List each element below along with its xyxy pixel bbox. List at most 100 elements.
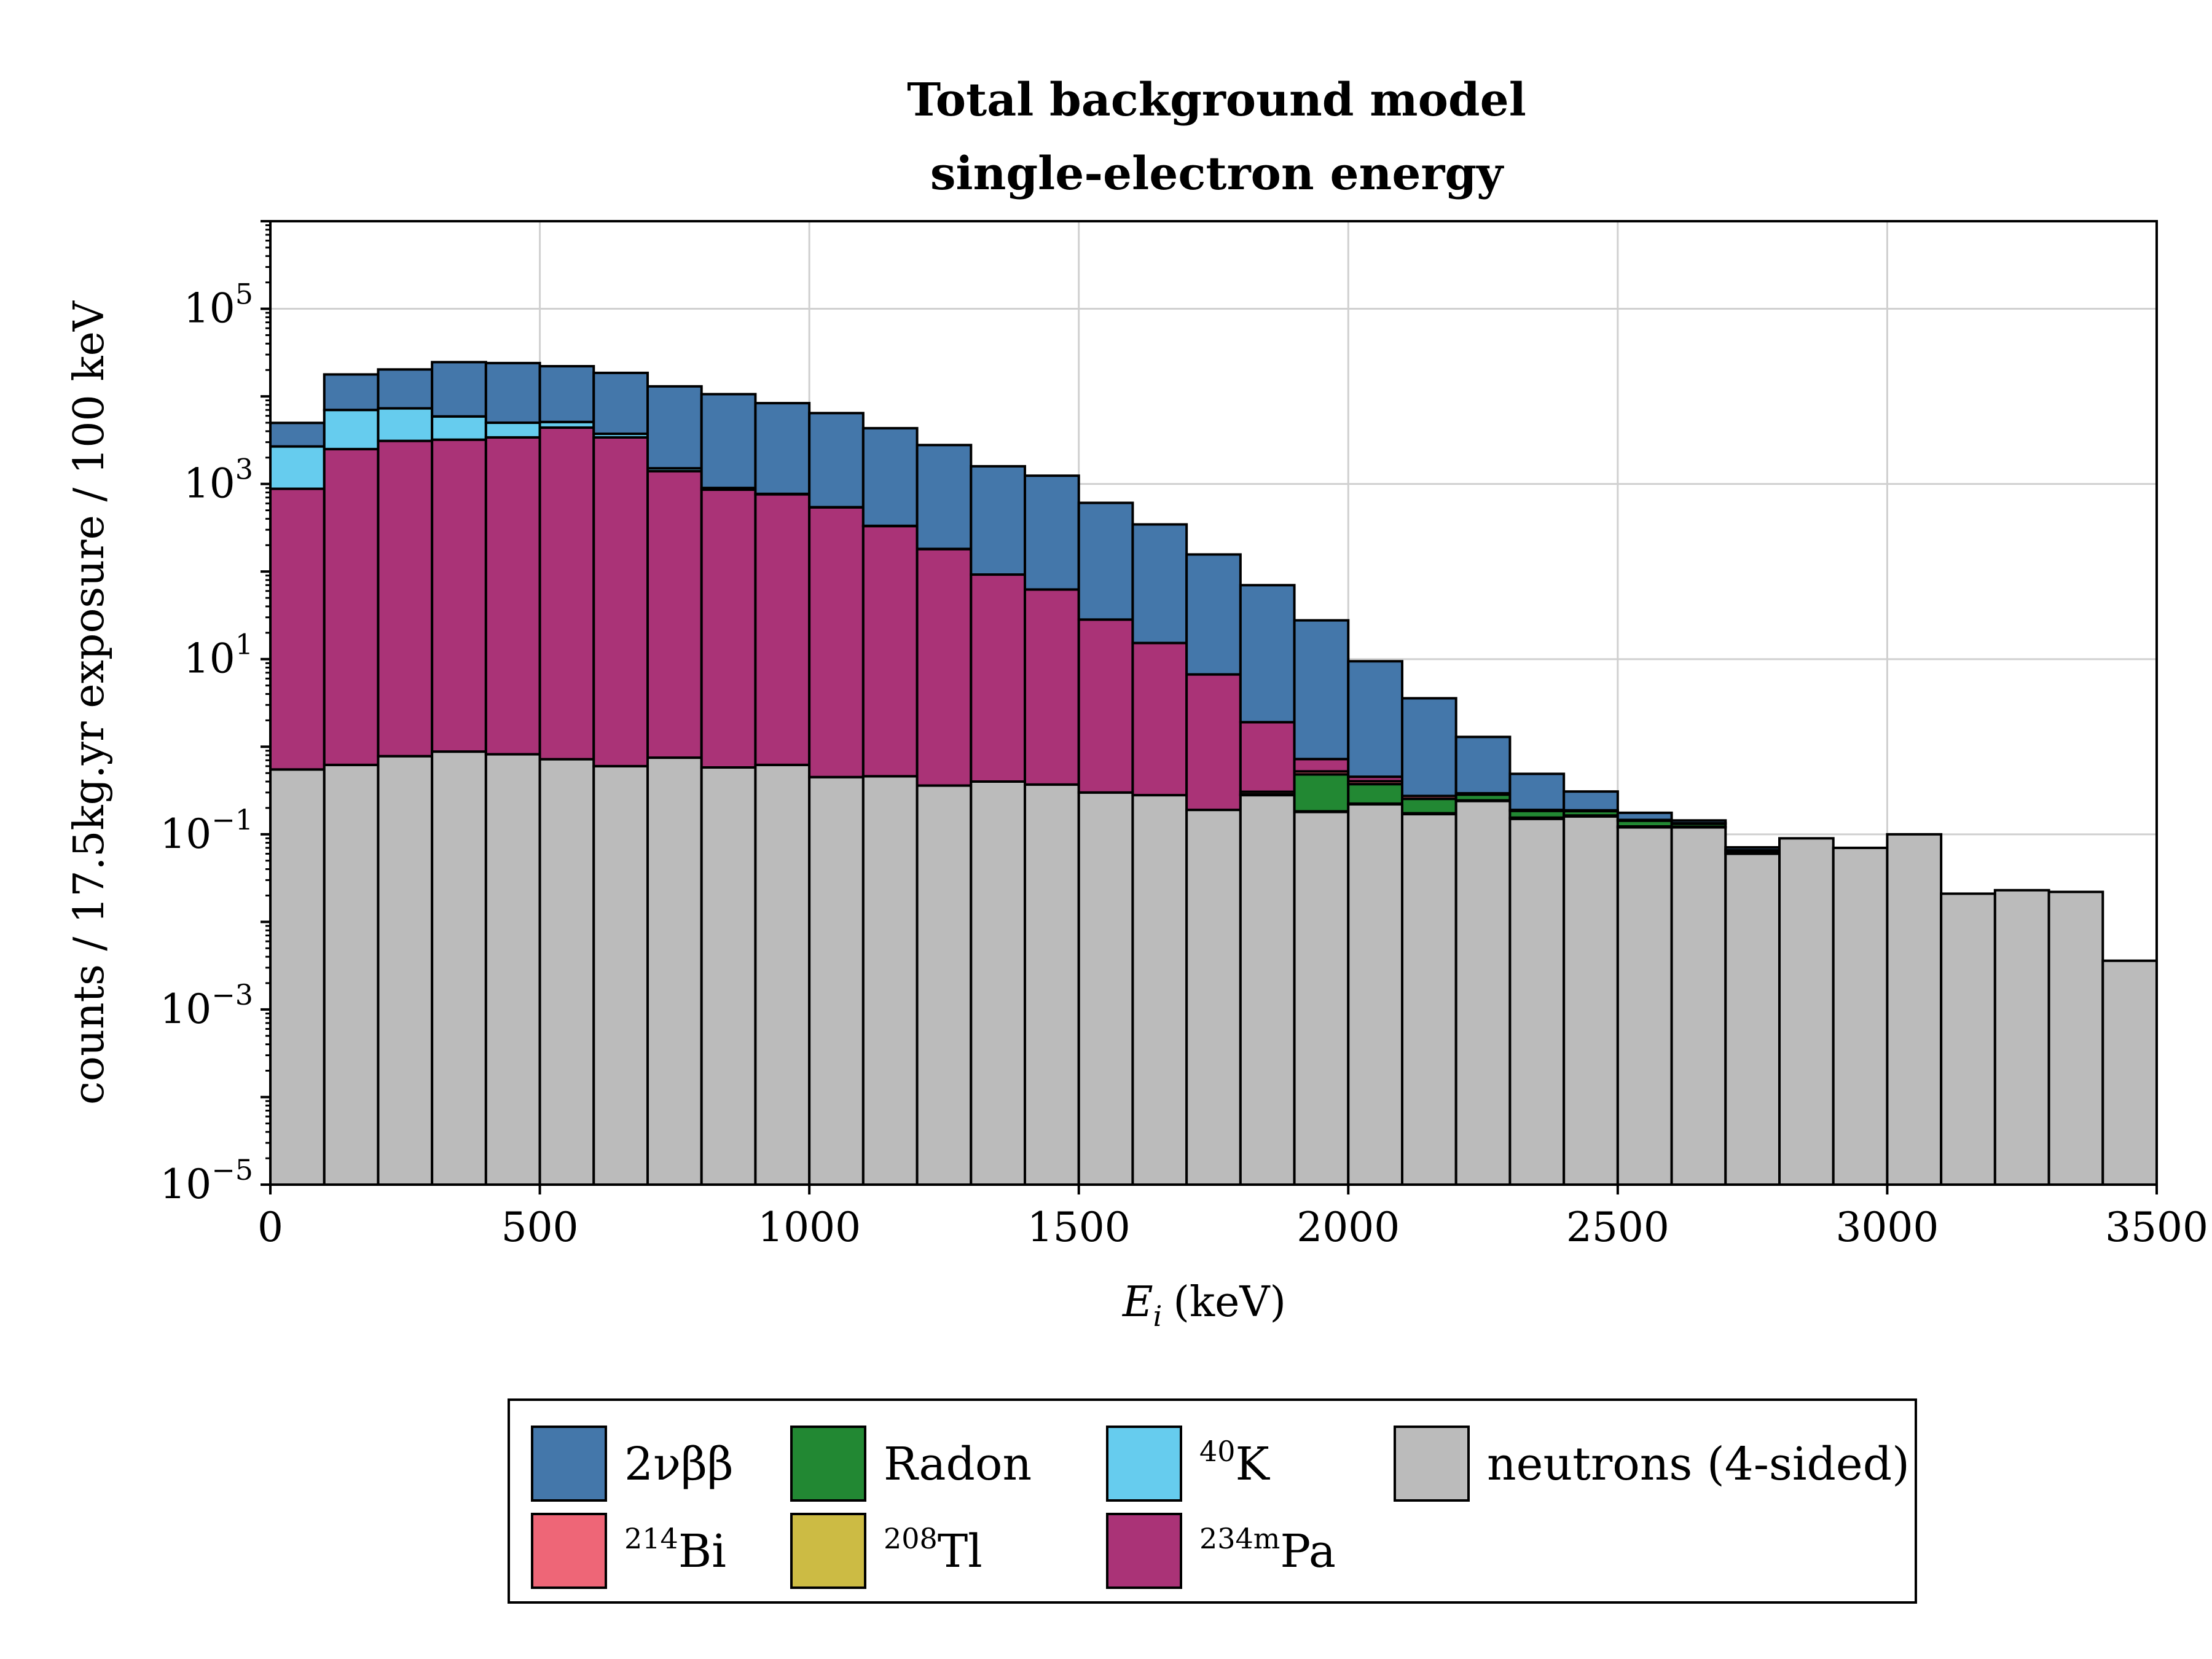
y-tick-label: 103 (184, 453, 253, 508)
y-tick-exponent: −5 (211, 1153, 253, 1186)
legend-label-text: Bi (678, 1525, 726, 1578)
x-tick-label: 1000 (758, 1204, 861, 1251)
bar-segment (1239, 721, 1296, 793)
bar-segment (1131, 794, 1188, 1186)
legend-frame (508, 1398, 1917, 1604)
bar-segment (2047, 890, 2104, 1186)
bar-segment (1778, 837, 1835, 1186)
y-tick-exponent: −1 (211, 803, 253, 836)
legend-label-text: Radon (884, 1438, 1032, 1491)
legend-label-superscript: 208 (884, 1522, 938, 1555)
bar-segment (1616, 811, 1673, 822)
legend-label: Radon (884, 1438, 1032, 1491)
legend-swatch (790, 1426, 866, 1502)
bar-segment (592, 436, 649, 767)
bar-segment (970, 465, 1027, 576)
bar-segment (269, 445, 326, 490)
bar-segment (484, 753, 541, 1186)
bar-segment (916, 444, 973, 551)
y-tick-exponent: −3 (211, 978, 253, 1011)
plot-frame (269, 220, 2158, 1186)
bar-segment (1077, 501, 1134, 621)
y-tick-label: 101 (184, 628, 253, 683)
bar-segment (700, 766, 757, 1186)
bar-segment (1886, 833, 1943, 1186)
legend-label-text: 2νββ (624, 1438, 734, 1491)
bar-segment (970, 780, 1027, 1186)
bar-segment (484, 421, 541, 439)
bar-segment (1401, 798, 1457, 815)
bar-segment (323, 763, 380, 1186)
bar-segment (1077, 791, 1134, 1186)
x-tick-label: 500 (501, 1204, 579, 1251)
y-tick-base: 10 (184, 635, 235, 683)
legend-label: 40K (1199, 1435, 1271, 1491)
bar-segment (700, 488, 757, 769)
legend-swatch (531, 1426, 607, 1502)
bar-segment (269, 487, 326, 771)
bar-segment (1454, 799, 1512, 1186)
legend-label-superscript: 40 (1199, 1435, 1236, 1468)
bar-segment (1185, 553, 1242, 676)
bar-segment (1508, 817, 1566, 1186)
x-tick-label: 2500 (1566, 1204, 1669, 1251)
y-tick-label: 105 (184, 278, 253, 332)
bar-segment (1454, 735, 1512, 795)
bar-segment (1724, 852, 1781, 1186)
bar-segment (1239, 584, 1296, 724)
bar-segment (1185, 809, 1242, 1186)
y-tick-exponent: 5 (235, 278, 253, 311)
legend-label: 2νββ (624, 1438, 734, 1491)
bar-segment (754, 402, 811, 495)
bar-segment (269, 768, 326, 1186)
bar-segment (431, 415, 487, 441)
bar-segment (1293, 619, 1350, 761)
legend: 2νββ Radon 40K neutrons (4-sided) 214Bi 208Tl… (508, 1398, 1917, 1604)
bar-segment (646, 385, 703, 470)
y-tick-exponent: 3 (235, 453, 253, 486)
bar-segment (1670, 819, 1727, 825)
bar-segment (1832, 846, 1889, 1186)
bar-segment (861, 426, 919, 527)
legend-swatch (1106, 1513, 1182, 1589)
bar-segment (861, 525, 919, 778)
bar-segment (1347, 803, 1403, 1186)
x-axis-subscript: i (1153, 1300, 1163, 1333)
y-tick-label: 10−1 (160, 803, 253, 858)
x-tick-label: 3500 (2105, 1204, 2208, 1251)
y-tick-label: 10−3 (160, 978, 253, 1033)
legend-label: 208Tl (884, 1522, 982, 1578)
bar-segment (1131, 641, 1188, 797)
legend-label-text: Pa (1280, 1525, 1336, 1578)
x-axis-label: Ei (keV) (1121, 1278, 1286, 1333)
bar-segment (808, 775, 865, 1186)
x-axis-symbol: E (1121, 1278, 1153, 1327)
bar-segment (269, 422, 326, 448)
x-tick-label: 1500 (1027, 1204, 1131, 1251)
legend-label: neutrons (4-sided) (1487, 1438, 1910, 1491)
legend-label-text: Tl (938, 1525, 982, 1578)
bar-segment (484, 436, 541, 756)
bar-segment (754, 763, 811, 1186)
bar-segment (538, 364, 595, 423)
legend-swatch (1106, 1426, 1182, 1502)
bar-segment (970, 573, 1027, 783)
legend-label: 214Bi (624, 1522, 726, 1578)
bar-segment (1347, 660, 1403, 779)
bar-segment (646, 469, 703, 759)
y-tick-base: 10 (160, 810, 211, 858)
bar-segment (861, 775, 919, 1186)
y-tick-base: 10 (184, 460, 235, 508)
bar-segment (1024, 588, 1080, 786)
bar-segment (538, 426, 595, 761)
bar-segment (1563, 815, 1619, 1186)
bar-segment (916, 784, 973, 1186)
bar-segment (1401, 697, 1457, 798)
y-tick-base: 10 (160, 986, 211, 1033)
bar-segment (1293, 810, 1350, 1186)
bar-segment (1940, 892, 1996, 1186)
y-axis-label: counts / 17.5kg.yr exposure / 100 keV (65, 300, 114, 1105)
y-tick-exponent: 1 (235, 628, 253, 661)
bar-segment (916, 547, 973, 787)
